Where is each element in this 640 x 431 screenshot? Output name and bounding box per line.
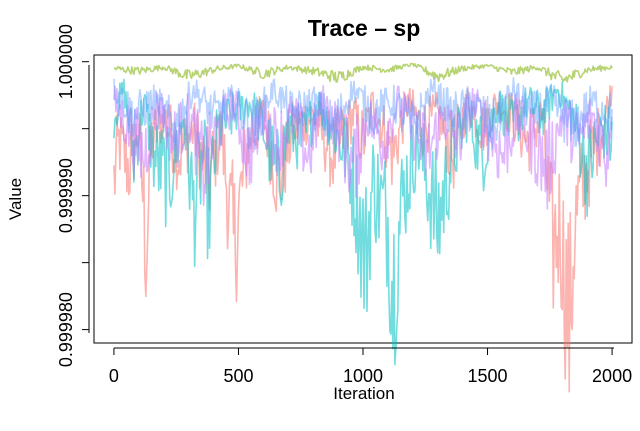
x-tick-label: 1500 [468,366,508,386]
x-axis-title: Iteration [333,384,394,403]
trace-series-3 [113,62,613,83]
x-axis-ticks: 0 500 1000 1500 2000 [109,348,632,386]
x-tick-label: 1000 [343,366,383,386]
y-axis-ticks: 0.999980 0.999990 1.000000 [56,24,89,367]
chart-title: Trace – sp [308,15,421,41]
trace-series-5 [113,77,613,150]
y-tick-label: 0.999990 [56,158,76,233]
trace-series-4 [113,84,613,210]
x-tick-label: 0 [109,366,119,386]
y-axis-title: Value [6,178,25,220]
trace-series-2 [113,78,613,366]
plot-frame [93,54,633,344]
y-tick-label: 1.000000 [56,24,76,99]
x-tick-label: 2000 [592,366,632,386]
y-tick-label: 0.999980 [56,292,76,367]
series-layer [113,62,613,393]
x-tick-label: 500 [223,366,253,386]
